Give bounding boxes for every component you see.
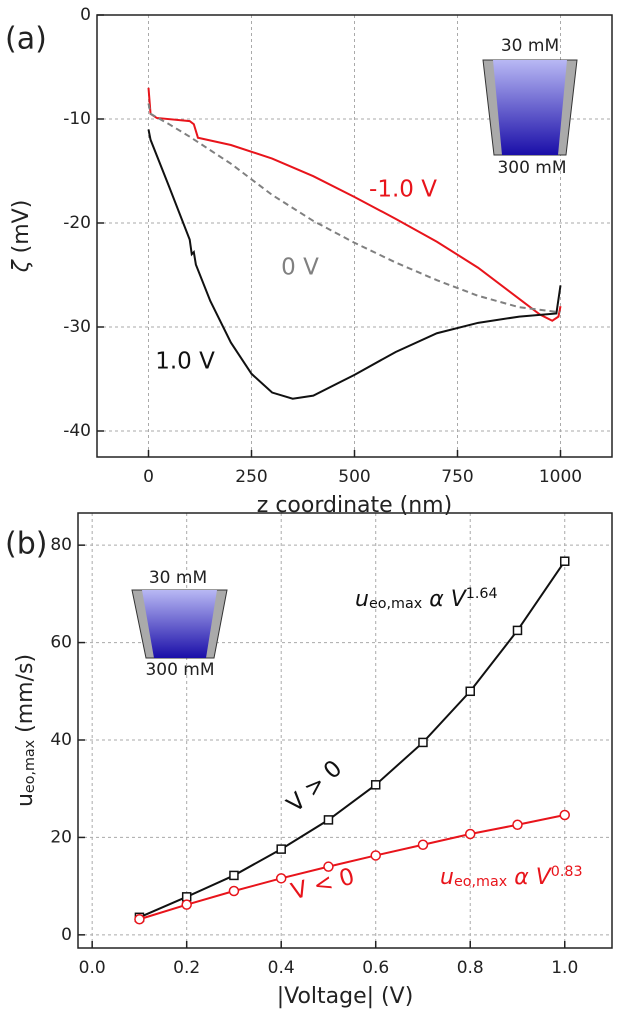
x-tick-label: 0.8 [457, 958, 484, 978]
series-label: 1.0 V [155, 349, 215, 375]
text-part: α [507, 865, 536, 890]
marker [370, 850, 381, 861]
series-label: V > 0 [282, 755, 347, 817]
y-tick-label: -10 [63, 109, 91, 129]
x-tick-label: 0 [143, 467, 154, 487]
plot-frame [96, 14, 613, 458]
series-line [139, 560, 566, 919]
marker [370, 780, 381, 790]
series-label: -1.0 V [369, 177, 437, 203]
text-part: eo,max [369, 596, 422, 612]
marker [276, 844, 286, 854]
text-part: u [13, 793, 38, 807]
marker [275, 873, 287, 884]
text-part: 1.64 [466, 586, 498, 602]
series-label: V < 0 [288, 864, 357, 906]
series-line [147, 103, 561, 314]
text-part: eo,max [22, 740, 38, 793]
y-tick-label: -20 [63, 213, 91, 233]
y-tick-label: 0 [80, 5, 91, 25]
y-axis-label: ueo,max (mm/s) [13, 654, 38, 807]
text-part: (mm/s) [13, 654, 38, 740]
inset-label: 30 mM [501, 36, 559, 56]
plot-frame [77, 512, 613, 949]
y-tick-label: 0 [61, 925, 72, 945]
inset-liquid [493, 60, 567, 155]
marker [418, 737, 428, 748]
y-tick-label: 80 [50, 535, 72, 555]
x-tick-label: 0.0 [79, 958, 106, 978]
annotation: ueo,max α V1.64 [355, 586, 498, 612]
inset-label: 30 mM [149, 568, 207, 588]
inset-label: 300 mM [497, 158, 566, 178]
x-tick-label: 250 [235, 467, 267, 487]
marker [134, 914, 145, 925]
text-part: eo,max [454, 874, 507, 890]
inset-label: 300 mM [145, 660, 214, 680]
x-tick-label: 0.2 [173, 958, 200, 978]
series-line [139, 814, 565, 921]
text-part: V [536, 865, 553, 890]
x-tick-label: 0.4 [268, 958, 295, 978]
text-part: ζ [9, 259, 34, 273]
x-tick-label: 500 [338, 467, 370, 487]
panel-label: (b) [5, 527, 47, 562]
y-tick-label: 20 [50, 827, 72, 847]
y-tick-label: 60 [50, 633, 72, 653]
panel-label: (a) [5, 22, 47, 57]
x-tick-label: 1.0 [551, 958, 578, 978]
marker [323, 861, 334, 872]
marker [512, 625, 523, 636]
y-axis-label: ζ (mV) [9, 200, 34, 274]
x-axis-label: z coordinate (nm) [257, 493, 452, 518]
x-axis-label: |Voltage| (V) [277, 984, 414, 1009]
marker [417, 839, 429, 850]
marker [228, 885, 240, 897]
x-tick-label: 750 [441, 467, 473, 487]
marker [229, 870, 239, 881]
marker [323, 815, 334, 825]
text-part: (mV) [9, 200, 34, 261]
marker [181, 899, 192, 910]
y-tick-label: -40 [63, 421, 91, 441]
y-tick-label: 40 [50, 730, 72, 750]
text-part: u [355, 587, 369, 612]
x-tick-label: 0.6 [362, 958, 389, 978]
x-tick-label: 1000 [539, 467, 582, 487]
marker [559, 809, 570, 821]
text-part: u [440, 865, 454, 890]
series-line [147, 129, 562, 400]
text-part: 0.83 [551, 864, 583, 880]
marker [559, 556, 570, 566]
marker [465, 686, 475, 697]
inset-liquid [142, 590, 217, 658]
text-part: α [422, 587, 451, 612]
annotation: ueo,max α V0.83 [440, 864, 583, 890]
series-label: 0 V [281, 255, 319, 281]
marker [512, 819, 523, 831]
y-tick-label: -30 [63, 317, 91, 337]
text-part: V [451, 587, 468, 612]
marker [464, 828, 476, 840]
